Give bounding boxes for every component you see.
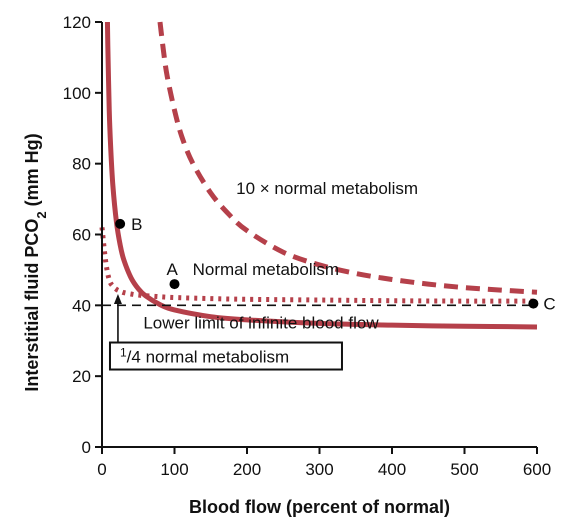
y-tick-label: 40 bbox=[72, 296, 91, 315]
y-axis-ticks: 0 20 40 60 80 100 120 bbox=[63, 13, 102, 457]
normal-metabolism-label: Normal metabolism bbox=[193, 260, 339, 279]
y-axis-title-subscript: 2 bbox=[34, 211, 49, 218]
point-b-marker bbox=[115, 218, 126, 229]
x-tick-label: 600 bbox=[523, 460, 551, 479]
lower-limit-label: Lower limit of infinite blood flow bbox=[143, 313, 379, 332]
point-c-marker bbox=[528, 298, 539, 309]
point-a-label: A bbox=[167, 260, 179, 279]
y-tick-label: 80 bbox=[72, 155, 91, 174]
x-tick-label: 400 bbox=[378, 460, 406, 479]
quarter-slash: / bbox=[127, 348, 132, 367]
point-c-label: C bbox=[543, 295, 555, 314]
y-tick-label: 0 bbox=[82, 438, 91, 457]
series-quarter-normal-metabolism-line bbox=[99, 227, 538, 304]
x-tick-label: 100 bbox=[160, 460, 188, 479]
x-tick-label: 300 bbox=[305, 460, 333, 479]
y-axis-title-main: Interstitial fluid PCO bbox=[22, 219, 42, 392]
y-tick-label: 120 bbox=[63, 13, 91, 32]
quarter-metabolism-arrowhead bbox=[113, 294, 122, 304]
x-tick-label: 0 bbox=[97, 460, 106, 479]
series-normal-metabolism-line bbox=[104, 21, 538, 330]
y-tick-label: 20 bbox=[72, 367, 91, 386]
y-tick-label: 100 bbox=[63, 84, 91, 103]
y-axis-title: Interstitial fluid PCO2 (mm Hg) bbox=[22, 133, 49, 391]
x-tick-label: 500 bbox=[450, 460, 478, 479]
ten-x-metabolism-label: 10 × normal metabolism bbox=[236, 179, 418, 198]
quarter-numerator: 1 bbox=[120, 346, 127, 360]
x-axis-ticks: 0 100 200 300 400 500 600 bbox=[97, 447, 551, 479]
quarter-denominator: 4 bbox=[131, 348, 140, 367]
y-axis-title-units: (mm Hg) bbox=[22, 133, 42, 211]
quarter-text: normal metabolism bbox=[141, 348, 289, 367]
series-10x-normal-metabolism-line bbox=[157, 21, 538, 295]
x-axis-title: Blood flow (percent of normal) bbox=[189, 497, 450, 517]
quarter-metabolism-box bbox=[108, 341, 343, 371]
x-tick-label: 200 bbox=[233, 460, 261, 479]
data-points: A B C bbox=[115, 215, 556, 314]
point-b-label: B bbox=[131, 215, 142, 234]
quarter-metabolism-label: 1/4 normal metabolism bbox=[120, 346, 289, 367]
y-tick-label: 60 bbox=[72, 226, 91, 245]
point-a-marker bbox=[169, 279, 180, 290]
